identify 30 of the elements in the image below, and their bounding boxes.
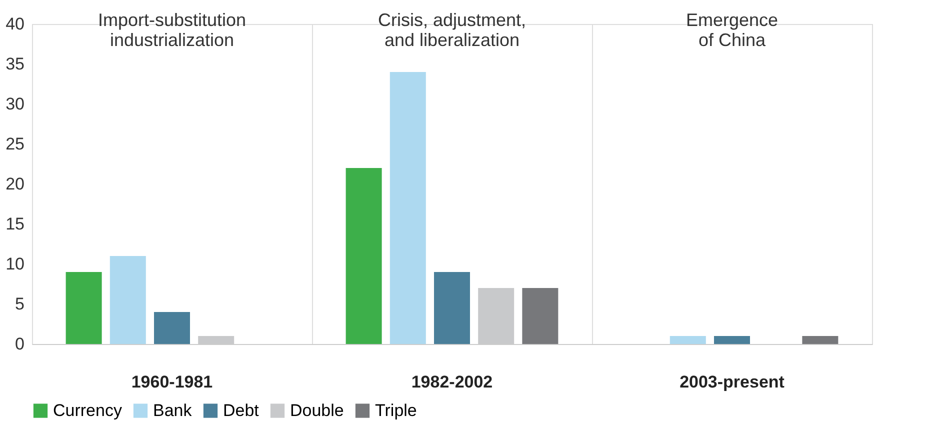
bar	[110, 256, 146, 344]
y-tick-label: 35	[6, 54, 24, 74]
legend-label: Double	[290, 400, 344, 420]
legend-label: Triple	[375, 400, 417, 420]
bar	[66, 272, 102, 344]
bar	[522, 288, 558, 344]
bar	[434, 272, 470, 344]
x-tick-label: 2003-present	[680, 372, 785, 392]
bar	[802, 336, 838, 344]
y-tick-label: 25	[6, 134, 24, 154]
bar	[154, 312, 190, 344]
y-tick-label: 40	[6, 14, 24, 34]
legend-label: Currency	[53, 400, 122, 420]
annotation: Emergence of China	[686, 10, 778, 50]
bar	[390, 72, 426, 344]
legend-label: Bank	[153, 400, 192, 420]
y-tick-label: 20	[6, 174, 24, 194]
annotation: Crisis, adjustment, and liberalization	[378, 10, 526, 50]
bar	[670, 336, 706, 344]
annotation: Import-substitution industrialization	[98, 10, 246, 50]
x-tick-label: 1960-1981	[131, 372, 213, 392]
x-tick-label: 1982-2002	[411, 372, 493, 392]
y-tick-label: 10	[6, 254, 24, 274]
y-tick-label: 30	[6, 94, 24, 114]
bar	[714, 336, 750, 344]
y-tick-label: 5	[15, 294, 24, 314]
y-tick-label: 15	[6, 214, 24, 234]
y-tick-label: 0	[15, 334, 24, 354]
legend-label: Debt	[223, 400, 260, 420]
bar	[346, 168, 382, 344]
